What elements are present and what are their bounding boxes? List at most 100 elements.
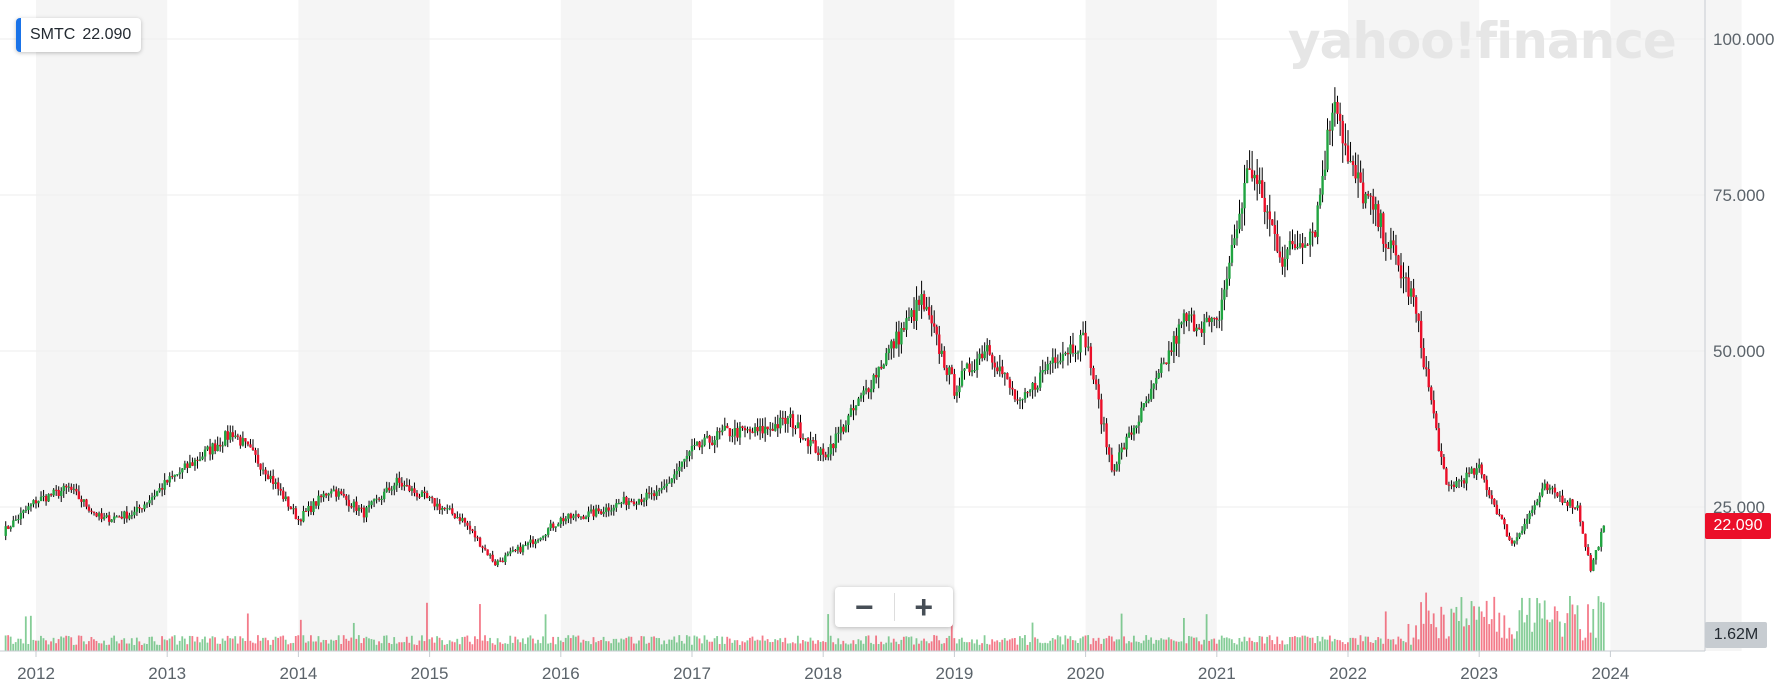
volume-bar [378, 641, 380, 651]
volume-bar [77, 635, 80, 651]
volume-bar [4, 635, 7, 651]
candle-up [307, 506, 310, 512]
volume-bar [1273, 644, 1276, 651]
y-tick-label: 25.000 [1713, 498, 1765, 517]
candle-up [1064, 352, 1067, 355]
candle-up [337, 491, 340, 497]
volume-bar [534, 643, 537, 651]
candle-down [1369, 195, 1372, 197]
volume-bar [181, 636, 184, 651]
candle-up [574, 514, 578, 516]
volume-bar [506, 643, 509, 651]
candle-down [423, 491, 426, 493]
candle-down [806, 438, 810, 447]
volume-bar [1087, 635, 1090, 651]
candle-down [478, 537, 482, 547]
ticker-chip[interactable]: SMTC 22.090 [16, 18, 142, 52]
zoom-in-button[interactable]: + [914, 588, 934, 625]
volume-bar [1271, 640, 1274, 651]
volume-bar [1071, 640, 1074, 651]
candle-down [1314, 231, 1317, 237]
x-tick-label: 2023 [1460, 664, 1498, 683]
volume-bar [9, 636, 12, 651]
zoom-out-button[interactable]: − [854, 588, 874, 625]
volume-bar [130, 638, 133, 651]
candle-up [1125, 436, 1128, 450]
volume-bar [1185, 643, 1188, 651]
volume-bar [476, 639, 479, 651]
candle-up [678, 466, 681, 472]
volume-bar [913, 644, 915, 651]
volume-bar [330, 639, 332, 651]
candle-up [1074, 352, 1077, 354]
candle-down [993, 362, 996, 368]
volume-bar [453, 642, 456, 651]
volume-bar [837, 638, 840, 651]
volume-bar [57, 639, 60, 651]
volume-bar [607, 641, 610, 651]
volume-bar [1463, 626, 1465, 651]
volume-bar [721, 636, 724, 651]
candle-up [1180, 322, 1183, 325]
candle-down [120, 516, 123, 519]
candle-up [1218, 319, 1221, 321]
candle-up [1021, 399, 1024, 401]
candle-down [231, 432, 234, 438]
volume-bar [817, 640, 819, 651]
candle-up [746, 429, 749, 431]
volume-bar [532, 638, 534, 651]
candle-up [705, 435, 709, 438]
x-tick-label: 2018 [804, 664, 842, 683]
volume-bar [1026, 644, 1029, 651]
candle-down [1387, 247, 1390, 249]
candle-up [17, 519, 20, 521]
volume-bar [1051, 638, 1054, 651]
candle-up [610, 510, 613, 512]
volume-bar [610, 643, 613, 651]
volume-bar [188, 635, 191, 651]
volume-bar [827, 614, 830, 651]
volume-bar [1288, 637, 1291, 651]
candle-down [1066, 352, 1070, 355]
year-band [1610, 0, 1742, 651]
volume-bar [1367, 636, 1369, 651]
candle-up [130, 515, 134, 517]
last-price-tag: 22.090 [1705, 513, 1771, 539]
volume-bar [728, 638, 731, 651]
volume-bar [1276, 636, 1279, 651]
volume-bar [1190, 636, 1193, 651]
volume-bar [7, 635, 10, 651]
volume-bar [680, 640, 683, 651]
volume-bar [123, 638, 126, 651]
candle-up [564, 518, 568, 522]
candle-up [448, 508, 451, 510]
candle-down [1495, 504, 1499, 515]
volume-bar [1473, 606, 1475, 651]
candle-up [521, 545, 525, 553]
volume-bar [1193, 637, 1195, 651]
candle-down [912, 310, 916, 321]
volume-bar [537, 639, 539, 651]
candle-down [824, 454, 827, 458]
candle-down [438, 503, 441, 510]
candle-down [287, 496, 290, 507]
candle-down [483, 547, 487, 550]
volume-bar [875, 635, 877, 651]
candle-up [516, 546, 520, 551]
candle-up [322, 493, 325, 498]
volume-bar [542, 636, 544, 651]
candle-up [1079, 334, 1082, 353]
x-tick-label: 2022 [1329, 664, 1367, 683]
volume-bar [1003, 638, 1006, 651]
volume-bar [413, 644, 416, 651]
volume-bar [711, 641, 713, 651]
volume-bar [1518, 610, 1521, 651]
volume-bar [40, 635, 42, 651]
candle-up [29, 504, 33, 507]
candle-down [80, 499, 83, 502]
x-tick-label: 2021 [1198, 664, 1236, 683]
volume-bar [1256, 642, 1258, 651]
volume-bar [779, 638, 782, 651]
candle-up [1374, 204, 1377, 210]
